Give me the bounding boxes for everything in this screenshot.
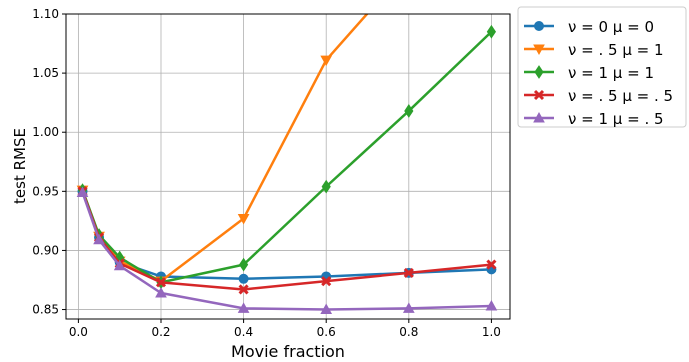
data-point [321,179,331,194]
y-tick-label: 1.05 [32,66,59,80]
data-point [486,24,497,39]
data-point [238,273,249,284]
legend-swatch-marker-stroke [533,89,545,101]
legend-swatch-marker [534,21,544,31]
plot-frame [65,13,511,320]
y-tick-label: 0.90 [32,243,59,257]
legend-label: ν = 0 μ = 0 [568,18,654,36]
legend-label: ν = . 5 μ = . 5 [568,87,673,105]
y-tick-label: 1.10 [32,7,59,21]
x-axis-label: Movie fraction [231,342,345,361]
y-tick-label: 0.95 [32,184,59,198]
data-point [93,233,105,245]
legend-item: ν = . 5 μ = . 5 [524,87,673,105]
series-line [81,14,369,283]
data-point-stroke [486,259,497,270]
data-point [320,55,333,67]
legend-swatch-marker [533,89,545,101]
series-3 [77,24,497,290]
data-point [238,284,249,295]
legend-label: ν = 1 μ = 1 [568,64,654,82]
data-point [320,303,333,315]
series-2 [76,14,369,288]
y-tick-label: 0.85 [32,303,59,317]
data-point [403,267,414,278]
series-5 [76,186,498,315]
x-tick-label: 1.0 [482,325,501,339]
axis-ticks: 0.0 0.2 0.4 0.6 0.8 1.0 0.85 0.90 0.95 1.00 1.05 1.… [32,7,501,339]
data-point [485,299,498,311]
legend-label: ν = . 5 μ = 1 [568,41,664,59]
legend: ν = 0 μ = 0 ν = . 5 μ = 1 ν = 1 μ = 1 ν = .… [517,6,687,128]
data-point [237,302,250,313]
y-axis-label: test RMSE [11,128,29,204]
y-tick-label: 1.00 [32,125,59,139]
x-tick-label: 0.4 [234,325,253,339]
legend-label: ν = 1 μ = . 5 [568,110,664,128]
legend-item: ν = . 5 μ = 1 [524,41,664,59]
legend-item: ν = 1 μ = . 5 [524,110,664,128]
data-point-stroke [403,267,414,278]
series-line [81,30,493,284]
data-point [155,277,167,288]
x-tick-label: 0.6 [317,325,336,339]
data-point [237,214,250,225]
data-point-stroke [238,284,249,295]
legend-item: ν = 1 μ = 1 [524,64,654,82]
series-line [81,190,492,291]
x-tick-label: 0.2 [151,325,170,339]
legend-frame [517,6,687,128]
x-tick-label: 0.0 [69,325,88,339]
series-line [81,190,492,281]
data-point [76,186,89,198]
data-point-stroke [321,276,332,287]
data-point [404,104,414,118]
data-point [155,286,167,298]
series-group [76,14,498,315]
data-point [238,257,249,272]
legend-swatch-marker [533,111,545,123]
legend-item: ν = 0 μ = 0 [524,18,654,36]
x-tick-label: 0.8 [399,325,418,339]
data-point [486,259,497,270]
legend-swatch-marker [534,65,544,79]
data-point [113,259,126,271]
legend-swatch-marker [533,44,545,56]
data-point-stroke [155,277,167,288]
data-point [402,302,415,313]
series-line [81,192,492,311]
data-point [321,276,332,287]
